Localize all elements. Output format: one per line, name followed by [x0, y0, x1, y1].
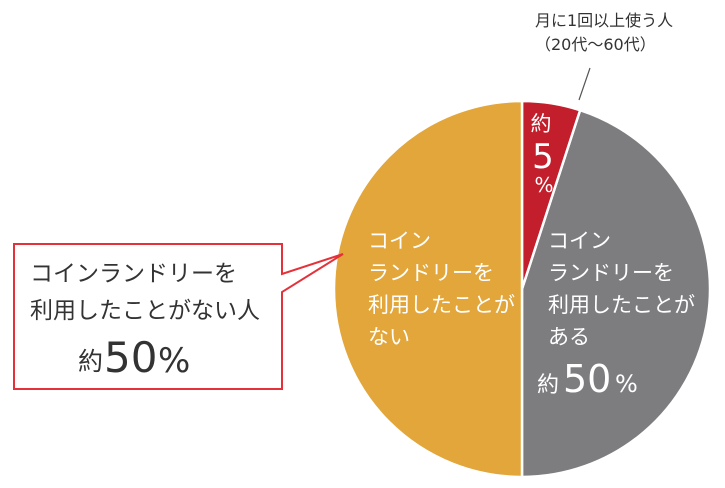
- left-callout-percent: %: [158, 341, 190, 381]
- slice-yes-label-line: ある: [548, 325, 590, 349]
- left-callout-number: 50: [104, 333, 157, 382]
- slice-yes-value-prefix: 約: [537, 373, 559, 398]
- pie-slice-1: [520, 108, 712, 479]
- slice-heavy-label-number: 5: [532, 137, 554, 177]
- top-callout-leader: [578, 67, 591, 101]
- left-callout-prefix: 約: [78, 347, 103, 376]
- left-callout-line: 利用したことがない人: [30, 298, 260, 324]
- top-callout-line: 月に1回以上使う人: [535, 11, 673, 30]
- slice-yes-label-line: コイン: [548, 229, 611, 253]
- left-callout-line: コインランドリーを: [30, 261, 237, 287]
- slice-no-label-line: 利用したことが: [368, 293, 515, 317]
- slice-no-label-line: ランドリーを: [368, 261, 494, 285]
- slice-no-label-line: コイン: [368, 229, 431, 253]
- slice-heavy-label-percent: %: [534, 173, 553, 197]
- pie-slice-0: [332, 99, 524, 479]
- slice-yes-label-line: 利用したことが: [548, 293, 695, 317]
- slice-no-label-line: ない: [368, 325, 410, 349]
- slice-yes-value-percent: %: [615, 370, 638, 398]
- slice-heavy-label-prefix: 約: [531, 112, 552, 136]
- slice-yes-label-line: ランドリーを: [548, 261, 674, 285]
- slice-yes-value-number: 50: [563, 357, 611, 401]
- left-callout-box: [13, 243, 344, 390]
- top-callout-line: （20代～60代）: [535, 35, 656, 54]
